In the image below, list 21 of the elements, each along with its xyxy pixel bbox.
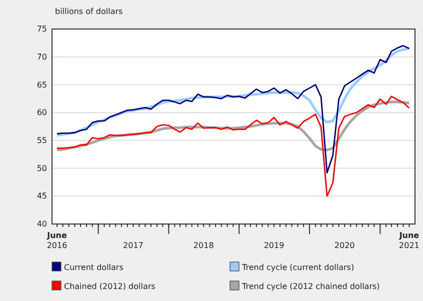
y-tick-label: 50 <box>36 164 47 173</box>
x-tick-label: 2020 <box>334 241 355 250</box>
y-tick-label: 70 <box>36 52 47 62</box>
y-tick-label: 60 <box>36 108 47 118</box>
x-tick-label: 2019 <box>264 241 284 250</box>
y-axis-title: billions of dollars <box>55 7 123 16</box>
x-tick-label: 2017 <box>123 241 144 250</box>
y-tick-label: 40 <box>36 220 47 229</box>
y-tick-label: 75 <box>36 24 47 34</box>
y-tick-label: 45 <box>36 192 47 201</box>
x-tick-label: June 2016 <box>46 231 68 250</box>
legend-label: Trend cycle (current dollars) <box>241 263 354 272</box>
legend-label: Current dollars <box>64 263 124 272</box>
y-tick-label: 55 <box>36 136 47 145</box>
line-series <box>56 45 410 174</box>
x-tick-label: June 2021 <box>398 231 420 250</box>
legend-label: Chained (2012) dollars <box>64 282 156 291</box>
x-tick-label: 2018 <box>193 241 214 250</box>
line-series <box>56 96 410 197</box>
y-tick-label: 65 <box>36 80 47 90</box>
legend-label: Trend cycle (2012 chained dollars) <box>241 282 380 291</box>
